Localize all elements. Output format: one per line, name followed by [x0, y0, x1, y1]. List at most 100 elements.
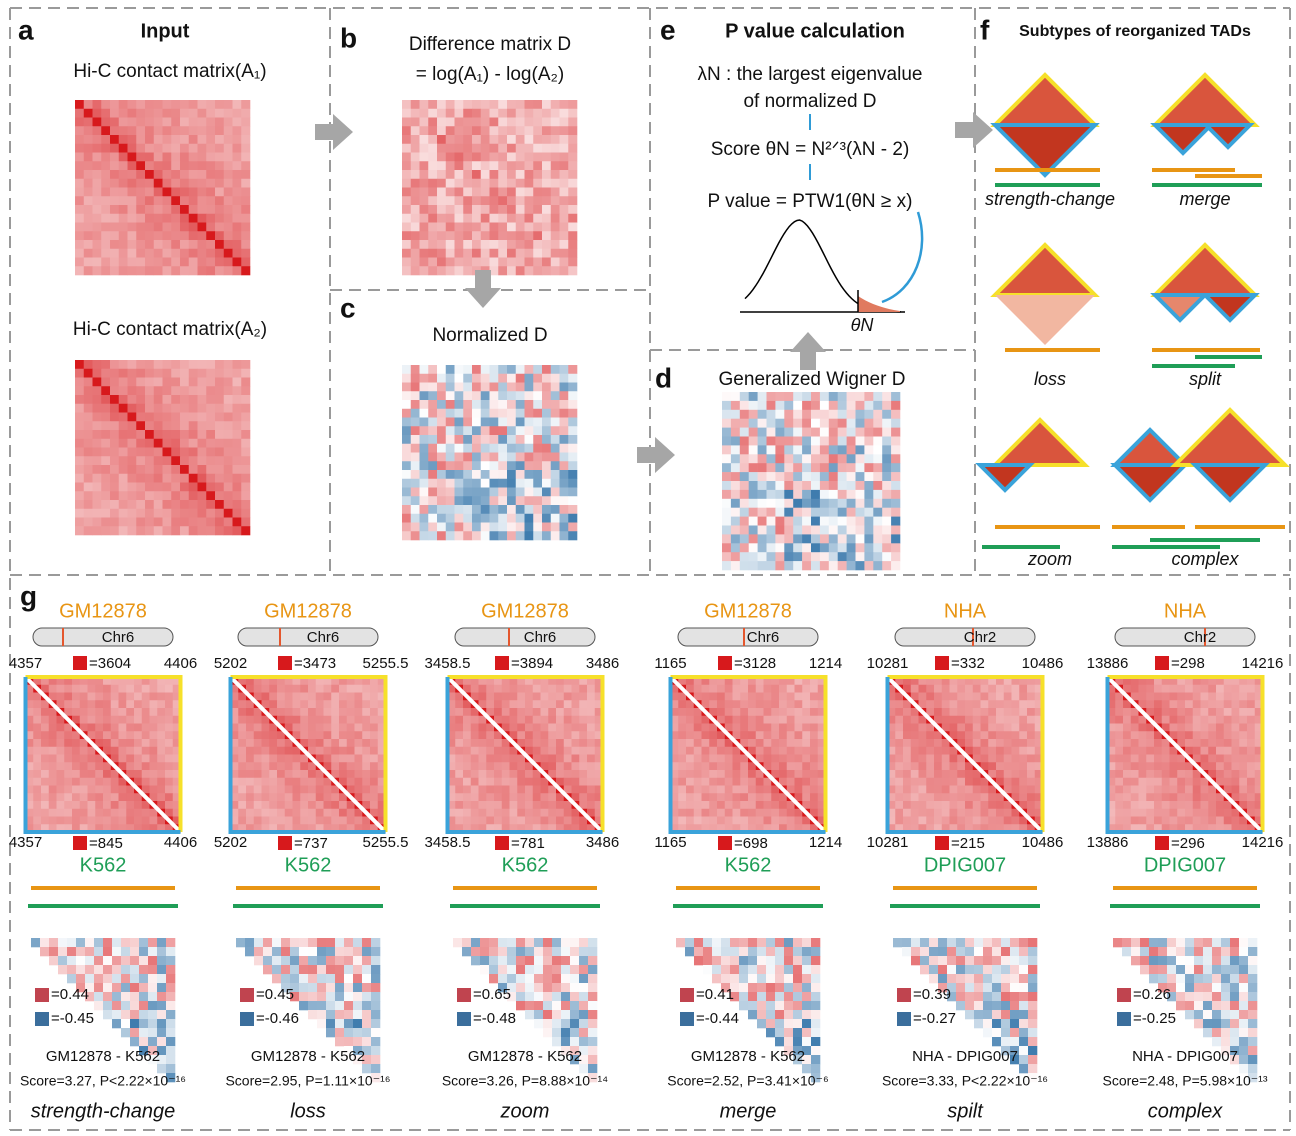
- heatmap-cell: [463, 724, 471, 732]
- heatmap-cell: [996, 693, 1004, 701]
- label: =3604: [89, 655, 131, 672]
- heatmap-cell: [420, 109, 429, 118]
- label: 10281: [867, 834, 909, 851]
- heatmap-cell: [533, 249, 542, 258]
- heatmap-cell: [541, 755, 549, 763]
- heatmap-cell: [1115, 700, 1123, 708]
- heatmap-cell: [926, 778, 934, 786]
- legend-swatch: [240, 1012, 254, 1026]
- heatmap-cell: [148, 947, 157, 956]
- heatmap-cell: [802, 490, 811, 499]
- heatmap-cell: [775, 552, 784, 561]
- heatmap-cell: [749, 392, 758, 401]
- heatmap-cell: [110, 188, 119, 197]
- heatmap-cell: [33, 762, 41, 770]
- heatmap-cell: [498, 144, 507, 153]
- heatmap-cell: [272, 965, 281, 974]
- heatmap-cell: [165, 693, 173, 701]
- heatmap-cell: [411, 170, 420, 179]
- heatmap-cell: [347, 809, 355, 817]
- heatmap-cell: [541, 693, 549, 701]
- heatmap-cell: [339, 693, 347, 701]
- heatmap-cell: [165, 762, 173, 770]
- heatmap-cell: [721, 974, 730, 983]
- heatmap-cell: [121, 1010, 130, 1019]
- heatmap-cell: [233, 100, 242, 109]
- heatmap-cell: [300, 809, 308, 817]
- heatmap-cell: [463, 523, 472, 532]
- heatmap-cell: [215, 456, 224, 465]
- heatmap-cell: [767, 472, 776, 481]
- heatmap-cell: [498, 374, 507, 383]
- heatmap-cell: [965, 974, 974, 983]
- heatmap-cell: [490, 161, 499, 170]
- heatmap-cell: [402, 435, 411, 444]
- heatmap-cell: [308, 770, 316, 778]
- heatmap-cell: [1001, 1001, 1010, 1010]
- heatmap-cell: [579, 747, 587, 755]
- heatmap-cell: [481, 135, 490, 144]
- heatmap-cell: [802, 762, 810, 770]
- heatmap-cell: [1004, 747, 1012, 755]
- heatmap-cell: [84, 126, 93, 135]
- heatmap-cell: [568, 179, 577, 188]
- heatmap-cell: [1001, 1010, 1010, 1019]
- heatmap-cell: [84, 509, 93, 518]
- heatmap-cell: [480, 938, 489, 947]
- heatmap-cell: [507, 531, 516, 540]
- heatmap-cell: [510, 755, 518, 763]
- heatmap-cell: [533, 223, 542, 232]
- heatmap-cell: [749, 463, 758, 472]
- heatmap-cell: [233, 386, 242, 395]
- heatmap-cell: [502, 770, 510, 778]
- heatmap-cell: [142, 747, 150, 755]
- heatmap-cell: [694, 685, 702, 693]
- heatmap-cell: [119, 456, 128, 465]
- heatmap-cell: [353, 956, 362, 965]
- heatmap-cell: [1028, 1028, 1037, 1037]
- heatmap-cell: [371, 956, 380, 965]
- heatmap-cell: [709, 685, 717, 693]
- heatmap-cell: [507, 249, 516, 258]
- heatmap-cell: [463, 205, 472, 214]
- heatmap-cell: [215, 100, 224, 109]
- heatmap-cell: [722, 472, 731, 481]
- heatmap-cell: [324, 801, 332, 809]
- heatmap-cell: [486, 809, 494, 817]
- label: GM12878 - K562: [691, 1048, 805, 1065]
- heatmap-cell: [154, 369, 163, 378]
- heatmap-cell: [510, 817, 518, 825]
- heatmap-cell: [238, 817, 246, 825]
- label: Score=3.33, P<2.22×10⁻¹⁶: [882, 1073, 1048, 1089]
- heatmap-cell: [895, 786, 903, 794]
- heatmap-cell: [134, 809, 142, 817]
- heatmap-cell: [1001, 938, 1010, 947]
- heatmap-cell: [934, 793, 942, 801]
- heatmap-cell: [437, 179, 446, 188]
- heatmap-cell: [725, 809, 733, 817]
- heatmap-cell: [128, 369, 137, 378]
- heatmap-cell: [344, 938, 353, 947]
- heatmap-cell: [93, 205, 102, 214]
- heatmap-cell: [180, 196, 189, 205]
- heatmap-cell: [864, 526, 873, 535]
- heatmap-cell: [101, 474, 110, 483]
- heatmap-cell: [1170, 700, 1178, 708]
- heatmap-cell: [757, 965, 766, 974]
- heatmap-cell: [154, 118, 163, 127]
- heatmap-cell: [572, 778, 580, 786]
- heatmap-cell: [494, 793, 502, 801]
- heatmap-cell: [572, 762, 580, 770]
- heatmap-cell: [171, 360, 180, 369]
- label: Chr6: [747, 629, 780, 646]
- heatmap-cell: [189, 258, 198, 267]
- heatmap-cell: [793, 445, 802, 454]
- heatmap-cell: [678, 786, 686, 794]
- heatmap-cell: [111, 801, 119, 809]
- heatmap-cell: [882, 419, 891, 428]
- heatmap-cell: [758, 526, 767, 535]
- heatmap-cell: [570, 956, 579, 965]
- heatmap-cell: [587, 708, 595, 716]
- heatmap-cell: [277, 817, 285, 825]
- heatmap-cell: [110, 249, 119, 258]
